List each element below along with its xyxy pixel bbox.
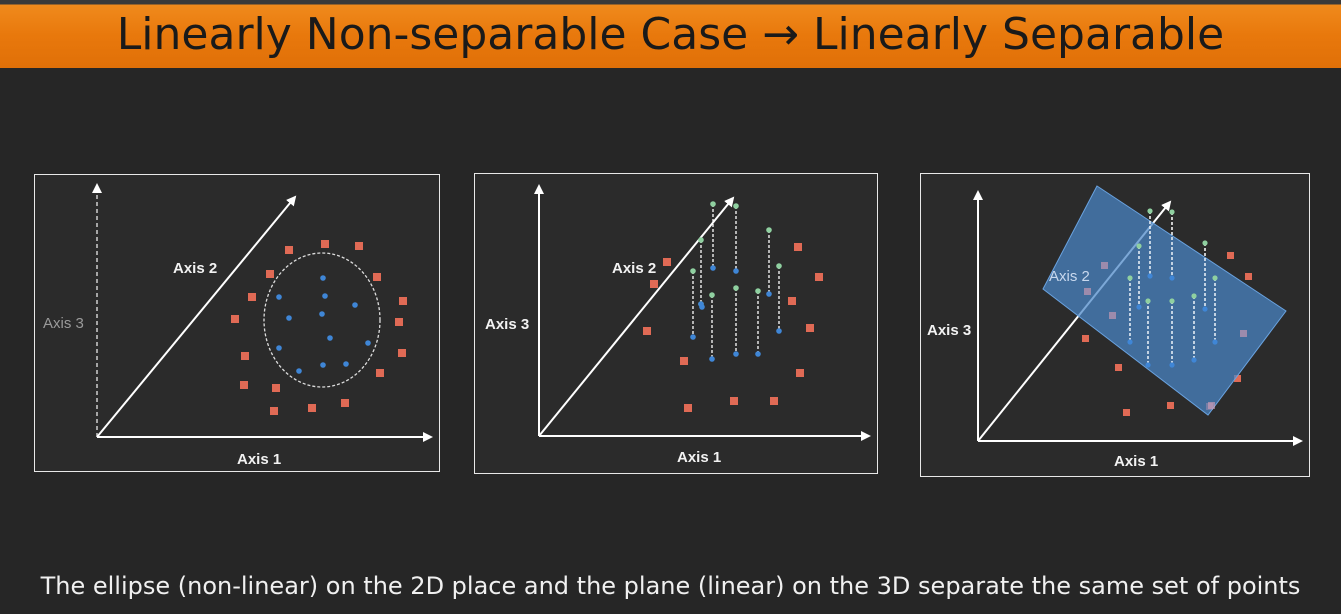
- axis-2-line: [538, 196, 735, 437]
- class-b-points: [690, 265, 782, 362]
- axis-2-line: [96, 195, 297, 438]
- axis-3-label: Axis 3: [43, 315, 84, 332]
- separating-plane: [1042, 185, 1287, 416]
- separating-ellipse: [263, 252, 381, 388]
- axis-1-label: Axis 1: [1114, 453, 1158, 470]
- diagram-3d-plane: Axis 2 Axis 3 Axis 1: [927, 185, 1303, 470]
- class-b-points: [276, 275, 371, 374]
- axis-2-label: Axis 2: [1049, 268, 1090, 285]
- panel-3d-lifted: Axis 2 Axis 3 Axis 1: [474, 173, 878, 474]
- class-b-points: [1127, 273, 1218, 368]
- class-a-points: [231, 240, 407, 415]
- axis-2-label: Axis 2: [612, 260, 656, 277]
- class-a-points: [643, 243, 823, 412]
- axis-1-label: Axis 1: [677, 449, 721, 466]
- title-bar: Linearly Non-separable Case → Linearly S…: [0, 0, 1341, 68]
- slide-caption: The ellipse (non-linear) on the 2D place…: [40, 572, 1301, 600]
- axis-3-label: Axis 3: [927, 322, 971, 339]
- lifted-points: [1127, 208, 1218, 304]
- slide-title: Linearly Non-separable Case → Linearly S…: [116, 8, 1225, 60]
- projection-lines: [692, 204, 780, 359]
- panel-3d-plane: Axis 2 Axis 3 Axis 1: [920, 173, 1310, 477]
- axis-2-label: Axis 2: [173, 260, 217, 277]
- axis-3-label: Axis 3: [485, 316, 529, 333]
- diagram-2d: Axis 2 Axis 3 Axis 1: [43, 183, 433, 468]
- diagram-3d-lifted: Axis 2 Axis 3 Axis 1: [485, 184, 871, 466]
- axis-1-label: Axis 1: [237, 451, 281, 468]
- plane-overlay-projection: [1129, 211, 1216, 365]
- panel-2d-ellipse: Axis 2 Axis 3 Axis 1: [34, 174, 440, 472]
- class-a-under-plane: [1084, 262, 1247, 409]
